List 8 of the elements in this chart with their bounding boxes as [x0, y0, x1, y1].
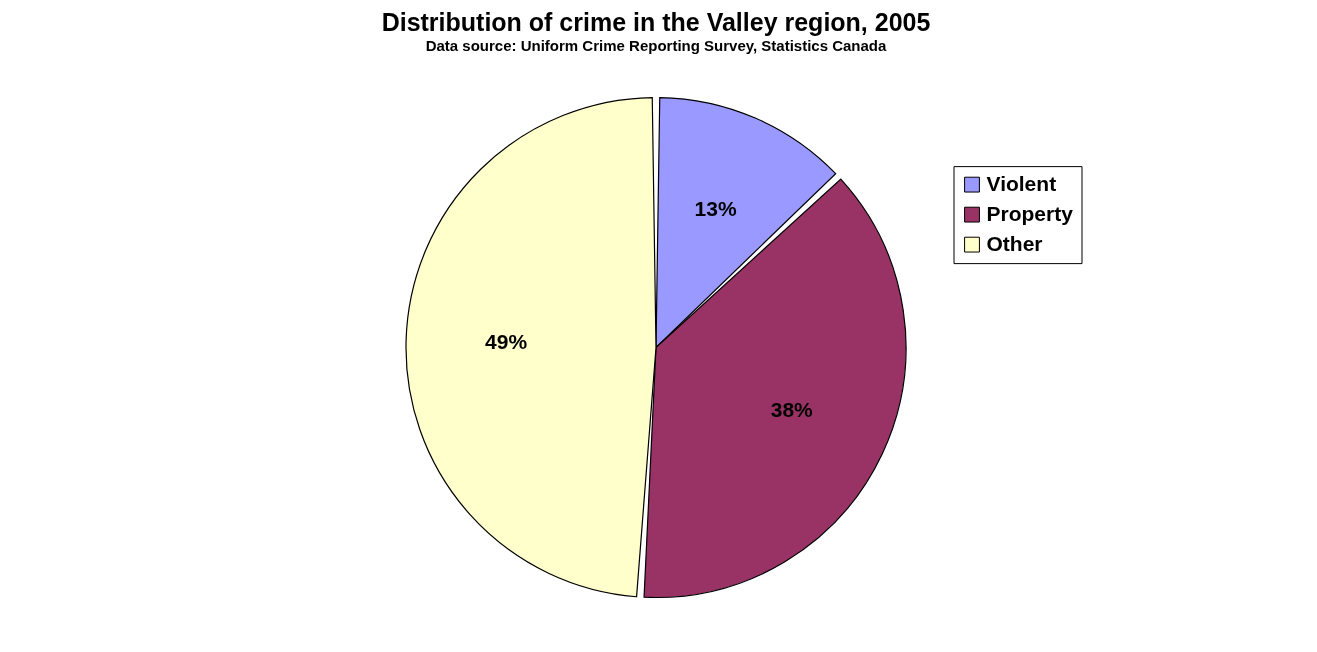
legend-label: Property — [986, 201, 1074, 225]
data-label: 38% — [770, 398, 814, 422]
chart-subtitle: Data source: Uniform Crime Reporting Survey, Statistics Canada — [425, 37, 887, 54]
chart-title: Distribution of crime in the Valley region, 2005 — [381, 8, 931, 36]
legend-label: Violent — [986, 171, 1057, 195]
data-label: 13% — [694, 196, 737, 220]
data-label: 49% — [485, 329, 528, 353]
legend-label: Other — [986, 231, 1043, 255]
